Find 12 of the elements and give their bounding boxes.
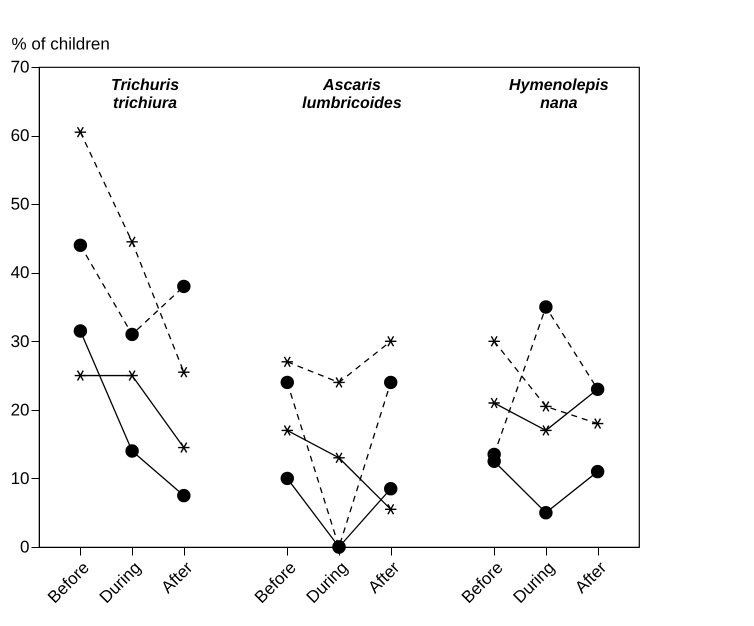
y-axis-title: % of children (12, 34, 110, 54)
y-tick-label: 70 (10, 58, 30, 76)
annotation: Trichuris trichiura (110, 77, 180, 112)
y-tick-label: 50 (10, 194, 30, 214)
y-tick-label: 0 (20, 538, 30, 556)
annotation: Ascaris lumbricoides (302, 77, 402, 112)
annotation: Hymenolepis nana (509, 77, 609, 112)
y-tick-label: 10 (10, 468, 30, 488)
y-tick-label: 20 (10, 400, 30, 420)
y-tick-label: 40 (10, 263, 30, 282)
y-tick-label: 30 (10, 332, 30, 351)
y-tick-label: 60 (10, 126, 30, 146)
